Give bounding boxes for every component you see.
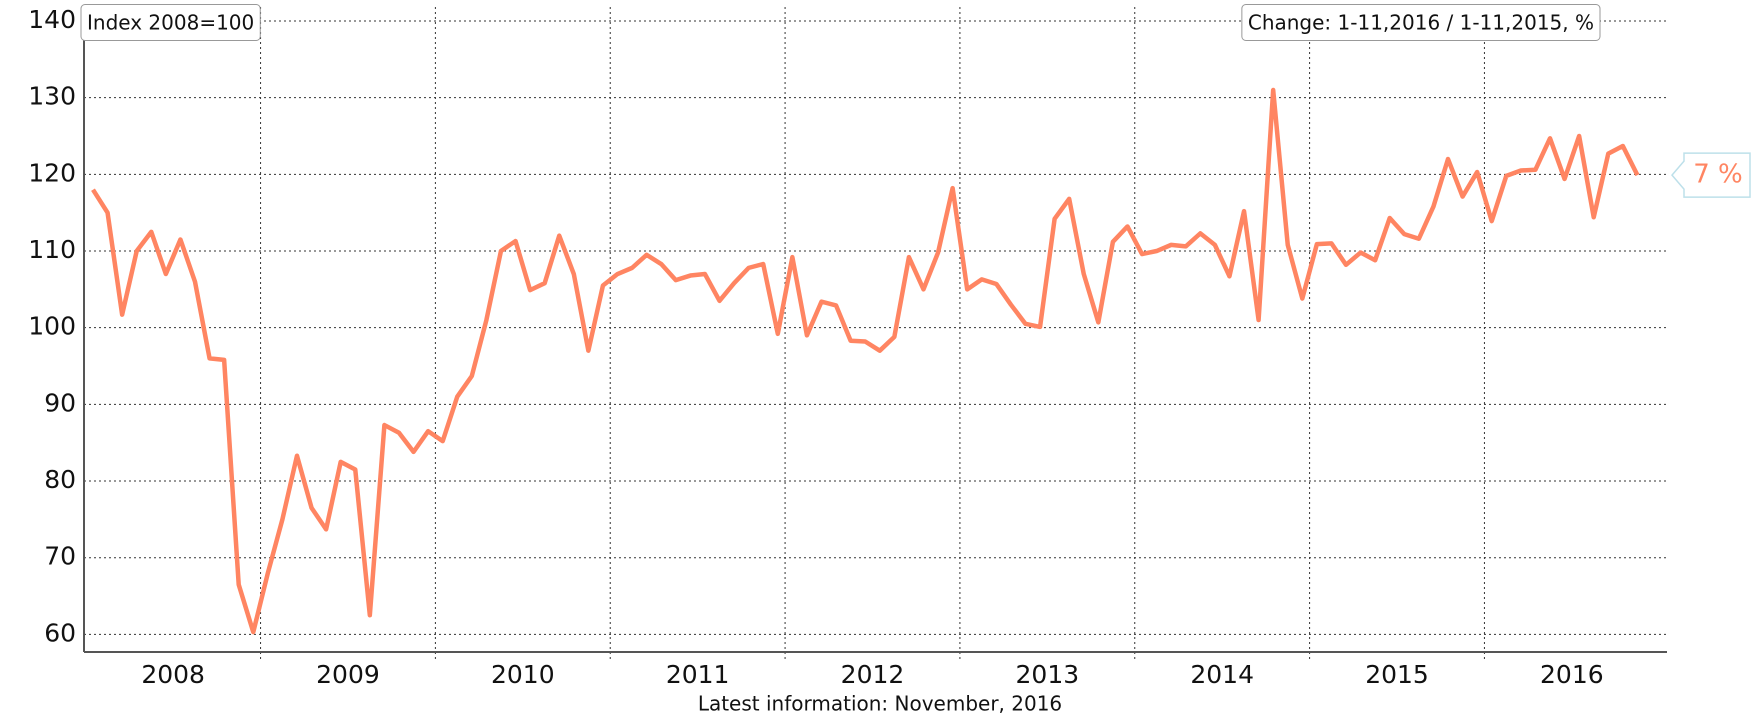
index-note: Index 2008=100 (87, 11, 254, 35)
x-tick-label: 2009 (316, 660, 380, 689)
x-tick-label: 2013 (1016, 660, 1080, 689)
callout-box (1671, 152, 1751, 198)
y-tick-label: 140 (28, 5, 76, 34)
x-tick-label: 2014 (1190, 660, 1254, 689)
index-note-box (80, 4, 261, 41)
y-tick-label: 100 (28, 312, 76, 341)
y-tick-label: 90 (44, 388, 76, 417)
footer: Latest information: November, 2016 (698, 692, 1062, 716)
y-tick-label: 60 (44, 618, 76, 647)
y-tick-label: 110 (28, 235, 76, 264)
change-note: Change: 1-11,2016 / 1-11,2015, % (1248, 11, 1594, 35)
x-tick-label: 2011 (666, 660, 730, 689)
x-tick-label: 2012 (841, 660, 905, 689)
y-tick-label: 120 (28, 158, 76, 187)
y-tick-label: 80 (44, 465, 76, 494)
y-tick-label: 130 (28, 82, 76, 111)
series-line (91, 87, 1640, 635)
y-tick-label: 70 (44, 542, 76, 571)
x-tick-label: 2008 (141, 660, 205, 689)
callout-label: 7 % (1693, 160, 1743, 190)
x-tick-label: 2016 (1540, 660, 1604, 689)
change-note-box (1241, 4, 1601, 41)
x-tick-label: 2015 (1365, 660, 1429, 689)
x-tick-label: 2010 (491, 660, 555, 689)
